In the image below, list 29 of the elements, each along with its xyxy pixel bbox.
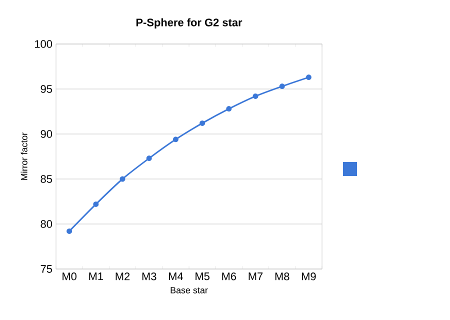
x-tick-label: M9 (302, 272, 316, 280)
point (252, 93, 258, 99)
y-tick-label: 100 (35, 40, 52, 48)
point (226, 106, 232, 112)
x-tick-label: M1 (89, 272, 103, 280)
point (279, 84, 285, 90)
chart-title: P-Sphere for G2 star (136, 18, 242, 28)
y-tick-label: 80 (40, 220, 52, 228)
x-axis-title: Base star (170, 287, 208, 294)
x-tick-label: M3 (142, 272, 156, 280)
point (306, 74, 312, 80)
x-tick-label: M0 (62, 272, 76, 280)
x-tick-label: M2 (116, 272, 130, 280)
point (200, 120, 206, 126)
x-tick-label: M7 (248, 272, 263, 280)
point (93, 201, 99, 207)
y-axis-title: Mirror factor (20, 132, 28, 180)
y-tick-label: 85 (40, 175, 52, 183)
point (66, 228, 72, 234)
y-tick-label: 75 (40, 265, 52, 273)
point (146, 156, 152, 162)
point (172, 136, 178, 142)
x-tick-label: M6 (222, 272, 236, 280)
x-tick-label: M4 (169, 272, 183, 280)
y-tick-label: 90 (40, 130, 52, 138)
x-tick-label: M5 (196, 272, 210, 280)
y-tick-label: 95 (40, 85, 52, 93)
x-tick-label: M8 (275, 272, 290, 280)
point (120, 176, 126, 182)
